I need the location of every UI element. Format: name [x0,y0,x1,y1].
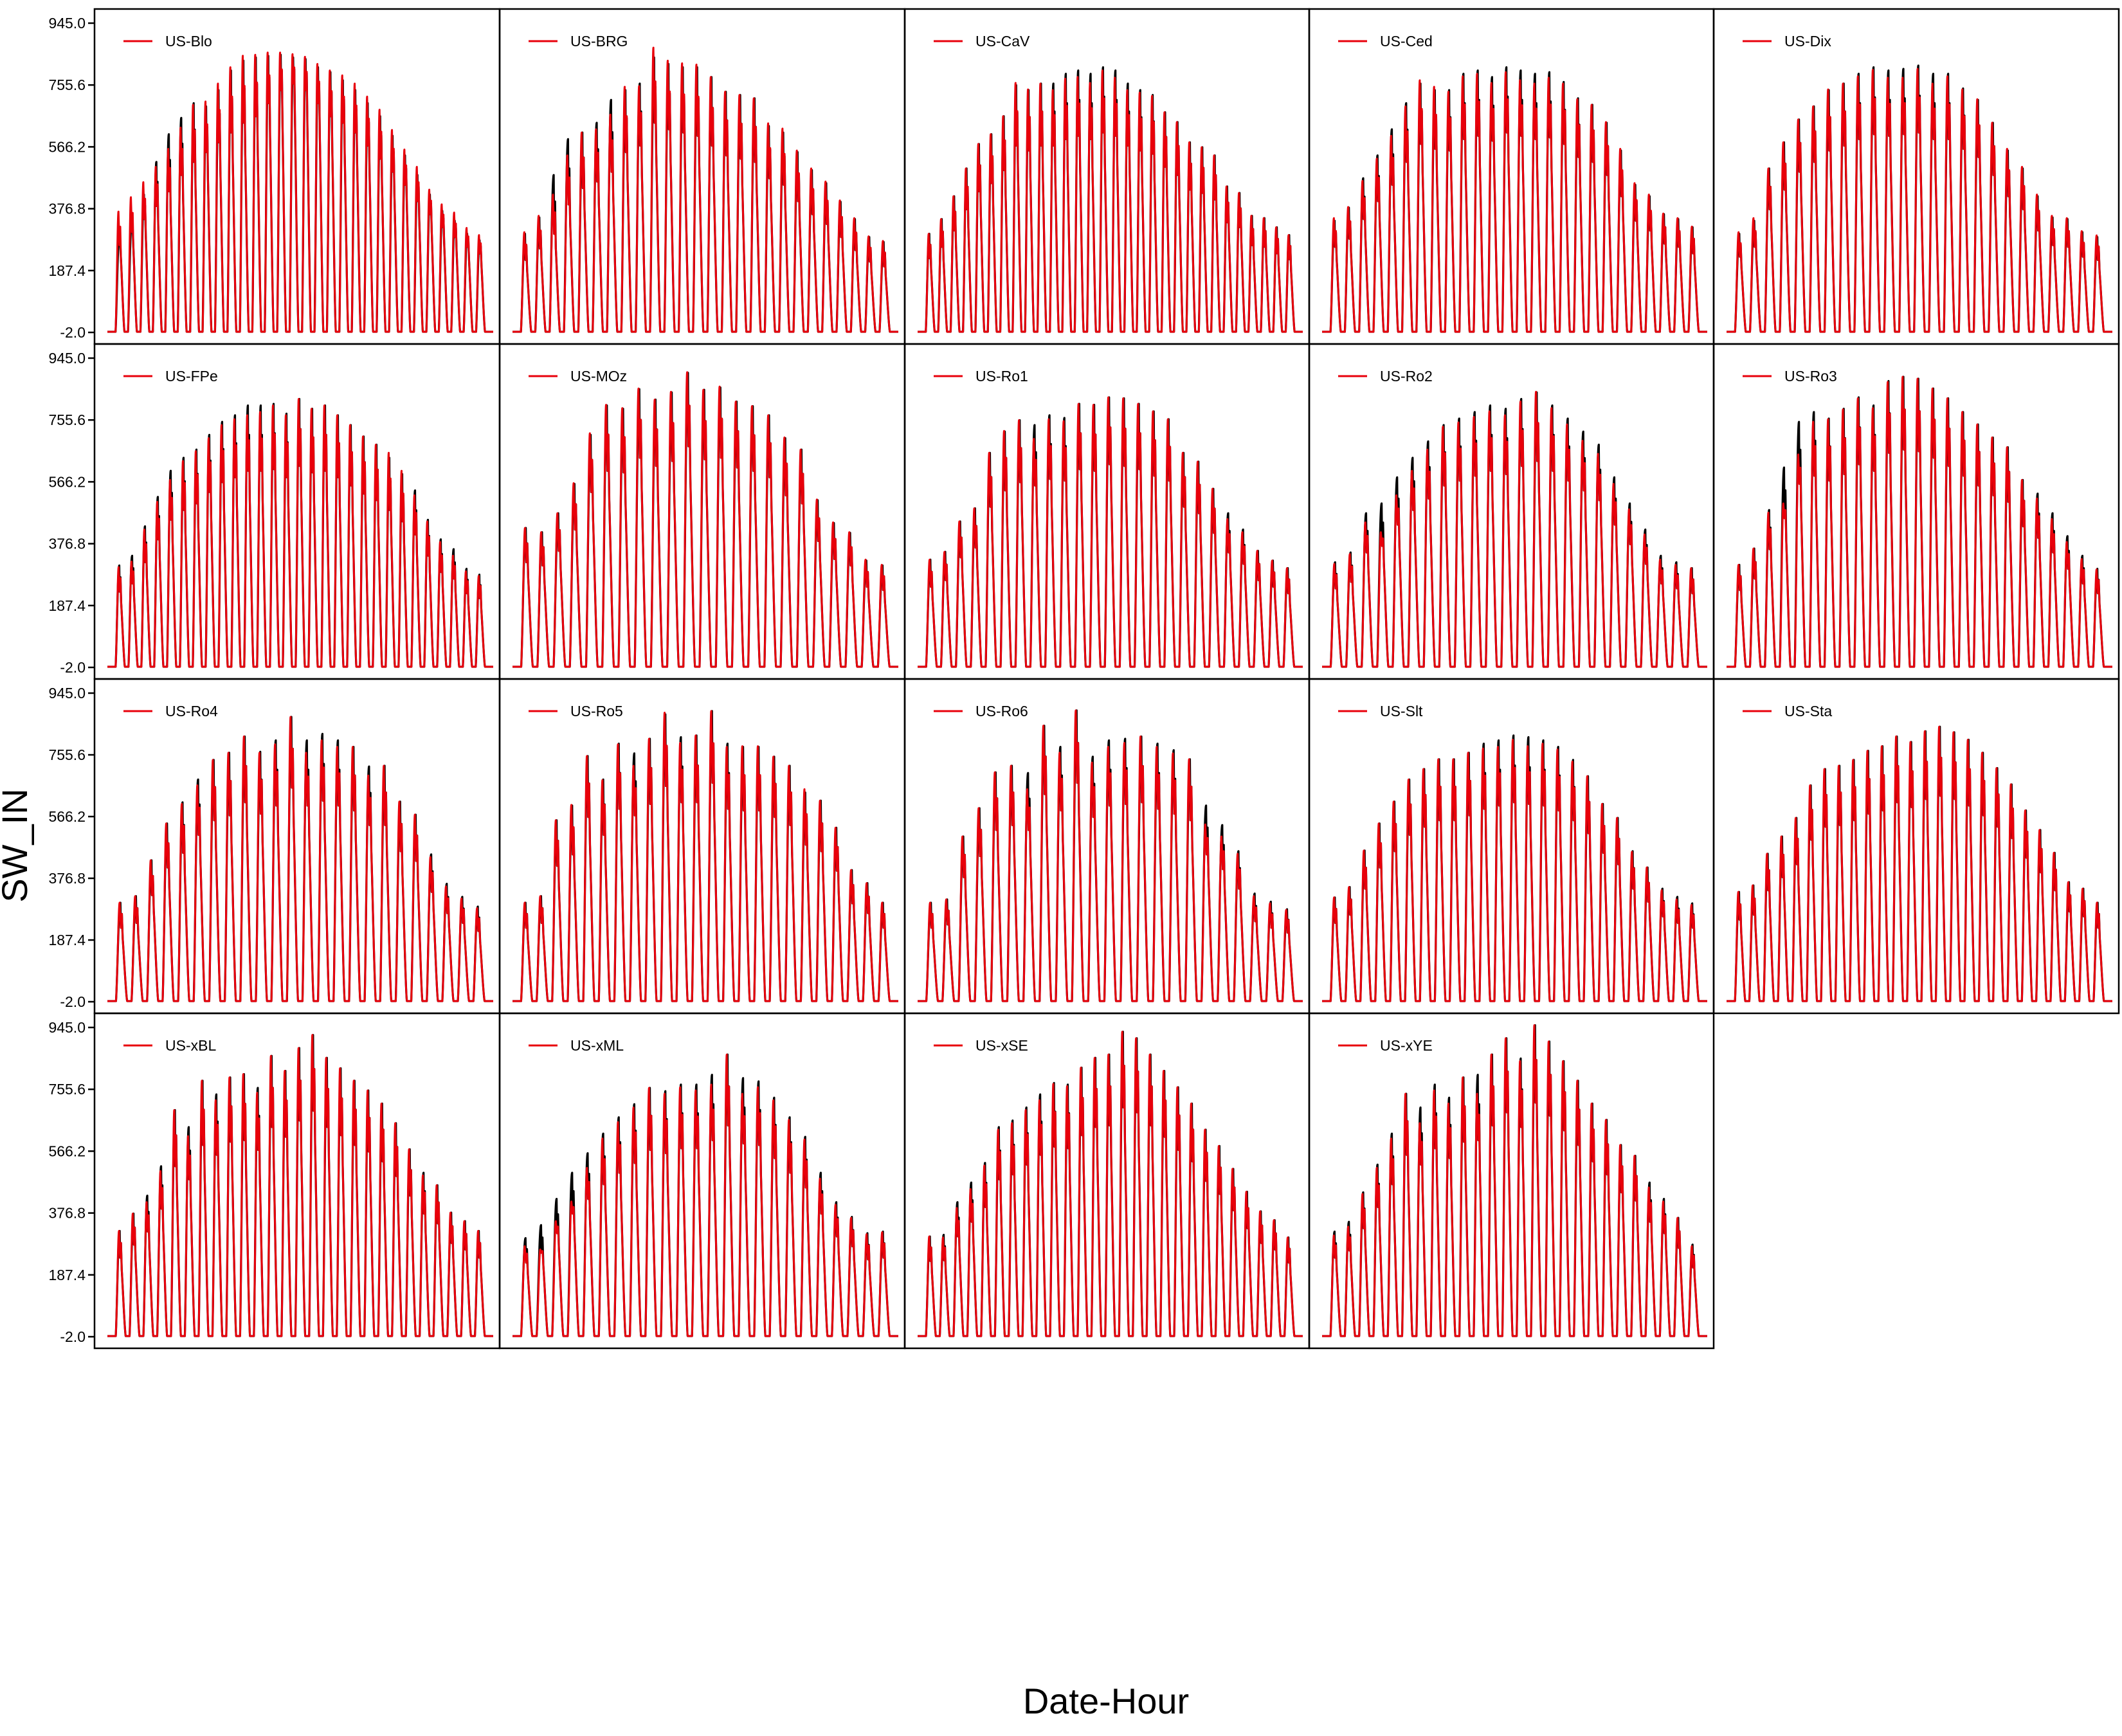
legend-label: US-CaV [975,33,1030,50]
y-tick-label: -2.0 [60,993,86,1010]
panel-frame [1712,678,2120,1015]
panel-us-ro4: US-Ro4 [93,678,501,1015]
y-tick-label: 376.8 [48,536,86,552]
panel-us-ro6: US-Ro6 [903,678,1310,1015]
panel-us-ro3: US-Ro3 [1712,343,2120,680]
y-tick-label: 945.0 [48,685,86,701]
y-tick-label: 945.0 [48,1019,86,1036]
series-line-red [512,46,898,333]
y-tick-label: 945.0 [48,15,86,32]
series-line-red [1322,390,1707,668]
panel-grid: 945.0 755.6 566.2 376.8 187.4 -2.0 945.0 755.6 5… [48,8,2120,1350]
legend-label: US-MOz [570,368,627,384]
y-tick-label: 187.4 [48,1267,86,1283]
series-line-red [1727,68,2112,333]
y-tick-label: -2.0 [60,324,86,341]
series-line-red [918,396,1303,668]
panel-us-cav: US-CaV [903,8,1310,345]
y-axis-title: SW_IN [0,788,35,902]
panel-us-xbl: US-xBL [93,1012,501,1350]
series-line-red [512,1053,898,1337]
y-tick-label: 376.8 [48,201,86,217]
series-line-red [1322,738,1707,1002]
series-line-red [1727,375,2112,668]
series-line-red [1322,71,1707,333]
legend-label: US-Ro2 [1380,368,1433,384]
y-tick-label: 187.4 [48,597,86,614]
panel-us-fpe: US-FPe [93,343,501,680]
series-line-black [1322,1024,1707,1337]
y-tick-label: 755.6 [48,77,86,93]
legend-label: US-BRG [570,33,628,50]
series-line-red [918,69,1303,333]
y-tick-label: -2.0 [60,659,86,676]
legend-label: US-Sta [1784,703,1832,719]
legend-label: US-Ro5 [570,703,623,719]
panel-frame [1308,1012,1715,1350]
panel-us-blo: US-Blo [93,8,501,345]
panel-us-moz: US-MOz [498,343,906,680]
legend-label: US-Ced [1380,33,1433,50]
legend-label: US-Ro4 [165,703,218,719]
y-tick-label: 187.4 [48,262,86,279]
series-line-red [107,51,493,333]
panel-us-brg: US-BRG [498,8,906,345]
series-line-red [512,710,898,1002]
series-line-red [918,1031,1303,1337]
panel-us-ced: US-Ced [1308,8,1715,345]
legend-label: US-xSE [975,1037,1028,1054]
series-line-red [1322,1024,1707,1337]
panel-us-ro5: US-Ro5 [498,678,906,1015]
legend-label: US-xML [570,1037,624,1054]
y-tick-label: 755.6 [48,746,86,763]
legend-label: US-Blo [165,33,212,50]
y-tick-label: 945.0 [48,350,86,366]
panel-us-sta: US-Sta [1712,678,2120,1015]
y-tick-label: 376.8 [48,1205,86,1222]
panel-us-xse: US-xSE [903,1012,1310,1350]
legend-label: US-Slt [1380,703,1423,719]
y-tick-label: 187.4 [48,932,86,948]
panel-us-ro1: US-Ro1 [903,343,1310,680]
y-tick-label: 566.2 [48,473,86,490]
series-line-red [512,371,898,668]
legend-label: US-Ro3 [1784,368,1837,384]
legend-label: US-FPe [165,368,218,384]
series-line-red [1727,725,2112,1002]
legend-label: US-xYE [1380,1037,1433,1054]
series-line-red [107,1034,493,1337]
panel-us-xye: US-xYE [1308,1012,1715,1350]
y-tick-label: 755.6 [48,411,86,428]
y-tick-label: 566.2 [48,1143,86,1159]
y-tick-label: 755.6 [48,1081,86,1098]
y-tick-label: 566.2 [48,808,86,825]
x-axis-title: Date-Hour [1023,1681,1189,1721]
legend-label: US-Dix [1784,33,1831,50]
series-line-red [107,397,493,668]
panel-us-ro2: US-Ro2 [1308,343,1715,680]
panel-us-dix: US-Dix [1712,8,2120,345]
legend-label: US-Ro6 [975,703,1028,719]
panel-us-xml: US-xML [498,1012,906,1350]
series-line-red [107,716,493,1002]
y-tick-label: 376.8 [48,870,86,887]
y-tick-label: 566.2 [48,138,86,155]
series-line-red [918,709,1303,1002]
legend-label: US-Ro1 [975,368,1028,384]
legend-label: US-xBL [165,1037,216,1054]
panel-us-slt: US-Slt [1308,678,1715,1015]
y-tick-label: -2.0 [60,1328,86,1345]
